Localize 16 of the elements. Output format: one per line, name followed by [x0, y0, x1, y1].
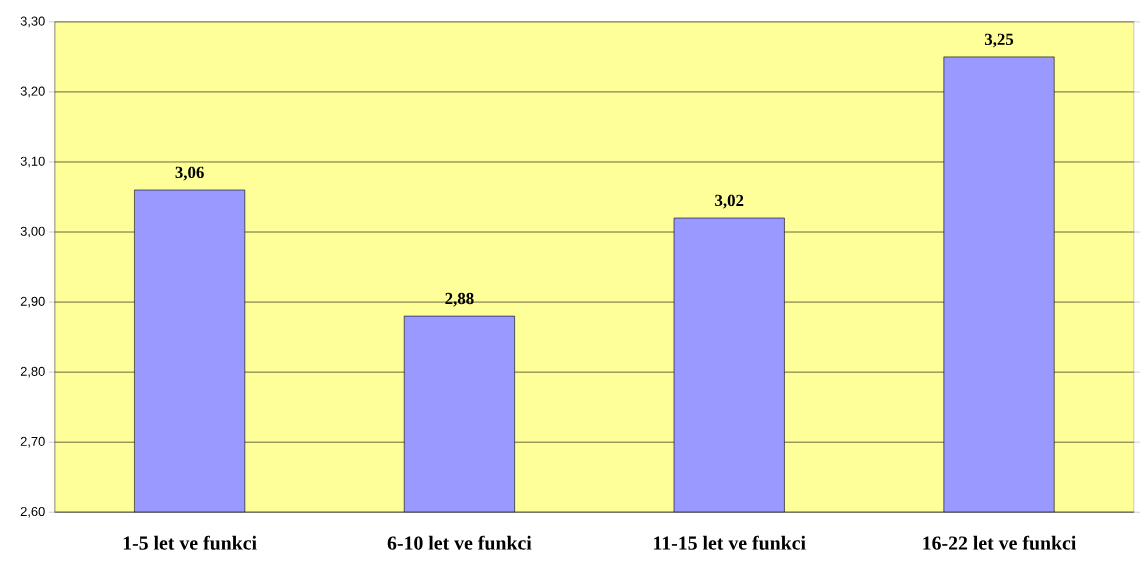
data-label: 3,25	[984, 33, 1014, 48]
x-tick-label: 16-22 let ve funkci	[923, 535, 1077, 550]
y-tick-label: 2,60	[20, 506, 45, 518]
data-label: 3,06	[175, 166, 204, 181]
y-tick-label: 3,20	[20, 86, 45, 98]
data-label: 3,02	[715, 194, 744, 209]
x-tick-label: 11-15 let ve funkci	[654, 535, 806, 550]
y-tick-label: 3,00	[20, 226, 45, 238]
y-tick-label: 2,70	[20, 436, 45, 448]
y-tick-label: 3,30	[20, 16, 45, 28]
x-tick-label: 1-5 let ve funkci	[123, 535, 257, 550]
y-tick-label: 2,80	[20, 366, 45, 378]
y-tick-label: 3,10	[20, 156, 45, 168]
data-label: 2,88	[445, 292, 474, 307]
y-tick-label: 2,90	[20, 296, 45, 308]
x-tick-label: 6-10 let ve funkci	[387, 535, 532, 550]
